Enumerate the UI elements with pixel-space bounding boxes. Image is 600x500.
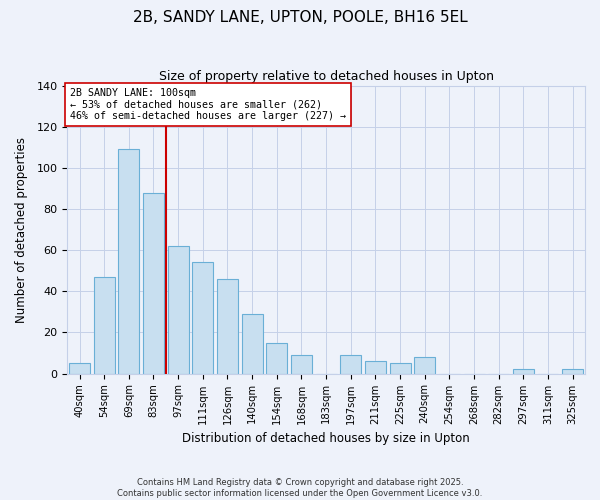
Bar — [562, 370, 583, 374]
Bar — [266, 342, 287, 374]
Bar — [414, 357, 435, 374]
Title: Size of property relative to detached houses in Upton: Size of property relative to detached ho… — [158, 70, 494, 83]
Bar — [291, 355, 312, 374]
Bar — [118, 150, 139, 374]
Y-axis label: Number of detached properties: Number of detached properties — [15, 136, 28, 322]
Bar — [217, 279, 238, 374]
Bar — [365, 361, 386, 374]
Bar — [513, 370, 534, 374]
Text: Contains HM Land Registry data © Crown copyright and database right 2025.
Contai: Contains HM Land Registry data © Crown c… — [118, 478, 482, 498]
Bar — [340, 355, 361, 374]
Text: 2B, SANDY LANE, UPTON, POOLE, BH16 5EL: 2B, SANDY LANE, UPTON, POOLE, BH16 5EL — [133, 10, 467, 25]
Bar — [94, 277, 115, 374]
Bar — [69, 364, 90, 374]
Bar — [242, 314, 263, 374]
Bar — [167, 246, 188, 374]
Text: 2B SANDY LANE: 100sqm
← 53% of detached houses are smaller (262)
46% of semi-det: 2B SANDY LANE: 100sqm ← 53% of detached … — [70, 88, 346, 121]
Bar — [389, 364, 410, 374]
Bar — [143, 192, 164, 374]
X-axis label: Distribution of detached houses by size in Upton: Distribution of detached houses by size … — [182, 432, 470, 445]
Bar — [193, 262, 213, 374]
